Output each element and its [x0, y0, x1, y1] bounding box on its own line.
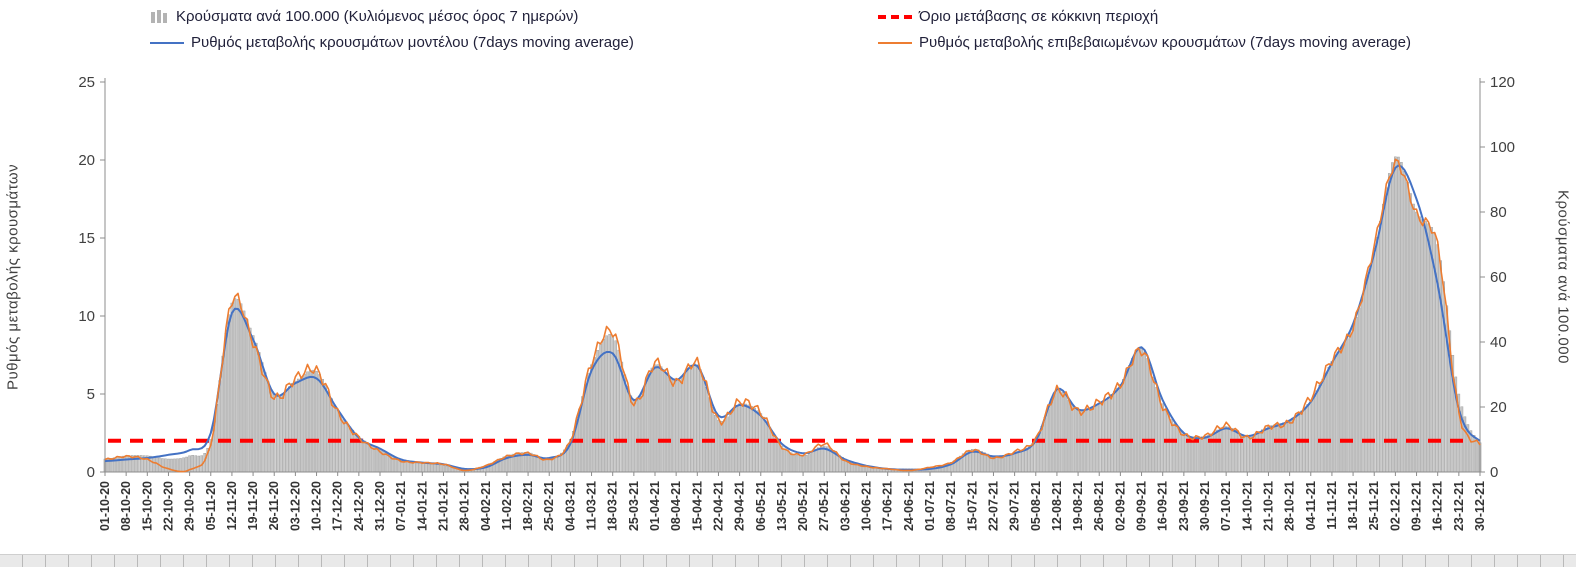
svg-text:0: 0	[1490, 464, 1498, 481]
svg-text:22-10-20: 22-10-20	[161, 481, 175, 531]
svg-text:25-03-21: 25-03-21	[627, 481, 641, 531]
svg-text:29-07-21: 29-07-21	[1008, 481, 1022, 531]
legend-item-cases-bars: Κρούσματα ανά 100.000 (Κυλιόμενος μέσος …	[150, 8, 578, 25]
model-line-icon	[150, 38, 184, 48]
svg-text:13-05-21: 13-05-21	[775, 481, 789, 531]
svg-text:07-01-21: 07-01-21	[394, 481, 408, 531]
svg-text:11-02-21: 11-02-21	[500, 481, 514, 530]
confirmed-line-series	[104, 158, 1481, 473]
left-axis-title: Ρυθμός μεταβολής κρουσμάτων	[4, 163, 22, 391]
svg-text:17-06-21: 17-06-21	[881, 481, 895, 531]
svg-text:17-12-20: 17-12-20	[331, 481, 345, 531]
confirmed-line-icon	[878, 38, 912, 48]
model-line-series	[104, 164, 1481, 471]
svg-text:09-09-21: 09-09-21	[1135, 481, 1149, 531]
svg-text:02-12-21: 02-12-21	[1388, 481, 1402, 531]
svg-text:30-12-21: 30-12-21	[1473, 481, 1487, 531]
svg-text:01-04-21: 01-04-21	[648, 481, 662, 531]
svg-text:20: 20	[1490, 399, 1507, 416]
svg-text:18-11-21: 18-11-21	[1346, 481, 1360, 530]
svg-text:10-12-20: 10-12-20	[310, 481, 324, 531]
svg-text:12-08-21: 12-08-21	[1050, 481, 1064, 531]
svg-text:120: 120	[1490, 74, 1515, 91]
svg-text:80: 80	[1490, 204, 1507, 221]
svg-text:23-09-21: 23-09-21	[1177, 481, 1191, 531]
legend-label-model: Ρυθμός μεταβολής κρουσμάτων μοντέλου (7d…	[191, 34, 634, 51]
svg-text:15: 15	[78, 230, 95, 247]
svg-text:18-02-21: 18-02-21	[521, 481, 535, 531]
svg-text:11-03-21: 11-03-21	[585, 481, 599, 530]
svg-text:16-09-21: 16-09-21	[1156, 481, 1170, 531]
svg-text:15-04-21: 15-04-21	[690, 481, 704, 531]
svg-text:21-10-21: 21-10-21	[1261, 481, 1275, 531]
svg-text:09-12-21: 09-12-21	[1410, 481, 1424, 531]
svg-text:10-06-21: 10-06-21	[860, 481, 874, 531]
svg-text:10: 10	[78, 308, 95, 325]
svg-text:30-09-21: 30-09-21	[1198, 481, 1212, 531]
svg-text:19-08-21: 19-08-21	[1071, 481, 1085, 531]
svg-text:05-08-21: 05-08-21	[1029, 481, 1043, 531]
svg-text:03-06-21: 03-06-21	[838, 481, 852, 531]
svg-text:26-08-21: 26-08-21	[1092, 481, 1106, 531]
sheet-cell-strip	[0, 554, 1576, 567]
svg-text:08-04-21: 08-04-21	[669, 481, 683, 531]
svg-text:06-05-21: 06-05-21	[754, 481, 768, 531]
threshold-dash-icon	[878, 12, 912, 22]
svg-text:40: 40	[1490, 334, 1507, 351]
svg-text:23-12-21: 23-12-21	[1452, 481, 1466, 531]
svg-text:5: 5	[87, 386, 95, 403]
svg-text:15-07-21: 15-07-21	[965, 481, 979, 531]
svg-text:12-11-20: 12-11-20	[225, 481, 239, 530]
svg-text:24-06-21: 24-06-21	[902, 481, 916, 531]
svg-text:100: 100	[1490, 139, 1515, 156]
svg-text:24-12-20: 24-12-20	[352, 481, 366, 531]
svg-text:25-11-21: 25-11-21	[1367, 481, 1381, 530]
svg-text:28-10-21: 28-10-21	[1283, 481, 1297, 531]
legend-item-model: Ρυθμός μεταβολής κρουσμάτων μοντέλου (7d…	[150, 34, 634, 51]
svg-text:04-11-21: 04-11-21	[1304, 481, 1318, 530]
legend-label-confirmed: Ρυθμός μεταβολής επιβεβαιωμένων κρουσμάτ…	[919, 34, 1411, 51]
legend-item-confirmed: Ρυθμός μεταβολής επιβεβαιωμένων κρουσμάτ…	[878, 34, 1411, 51]
svg-text:15-10-20: 15-10-20	[140, 481, 154, 531]
svg-text:01-10-20: 01-10-20	[98, 481, 112, 531]
svg-text:22-07-21: 22-07-21	[986, 481, 1000, 531]
svg-text:22-04-21: 22-04-21	[711, 481, 725, 531]
svg-text:08-07-21: 08-07-21	[944, 481, 958, 531]
svg-text:14-01-21: 14-01-21	[415, 481, 429, 531]
svg-text:19-11-20: 19-11-20	[246, 481, 260, 530]
svg-text:03-12-20: 03-12-20	[288, 481, 302, 531]
legend-item-threshold: Όριο μετάβασης σε κόκκινη περιοχή	[878, 8, 1158, 25]
svg-text:11-11-21: 11-11-21	[1325, 481, 1339, 530]
svg-text:20: 20	[78, 152, 95, 169]
legend-label-threshold: Όριο μετάβασης σε κόκκινη περιοχή	[919, 8, 1159, 25]
svg-text:05-11-20: 05-11-20	[204, 481, 218, 530]
right-axis-title: Κρούσματα ανά 100.000	[1554, 190, 1572, 364]
svg-text:16-12-21: 16-12-21	[1431, 481, 1445, 531]
svg-text:08-10-20: 08-10-20	[119, 481, 133, 531]
svg-text:14-10-21: 14-10-21	[1240, 481, 1254, 531]
svg-text:0: 0	[87, 464, 95, 481]
svg-text:31-12-20: 31-12-20	[373, 481, 387, 531]
combo-chart: 0 5 10 15 20 25 0 20 40 60 80 100 120 01-10-20 08-10-2…	[78, 74, 1515, 531]
svg-text:25: 25	[78, 74, 95, 91]
svg-text:20-05-21: 20-05-21	[796, 481, 810, 531]
svg-text:27-05-21: 27-05-21	[817, 481, 831, 531]
svg-text:07-10-21: 07-10-21	[1219, 481, 1233, 531]
svg-text:01-07-21: 01-07-21	[923, 481, 937, 531]
svg-text:25-02-21: 25-02-21	[542, 481, 556, 531]
svg-text:60: 60	[1490, 269, 1507, 286]
svg-text:21-01-21: 21-01-21	[436, 481, 450, 531]
svg-text:18-03-21: 18-03-21	[606, 481, 620, 531]
svg-text:28-01-21: 28-01-21	[458, 481, 472, 531]
svg-text:29-04-21: 29-04-21	[733, 481, 747, 531]
bars-swatch-icon	[150, 10, 169, 23]
svg-text:04-03-21: 04-03-21	[563, 481, 577, 531]
svg-text:26-11-20: 26-11-20	[267, 481, 281, 530]
svg-text:04-02-21: 04-02-21	[479, 481, 493, 531]
svg-text:29-10-20: 29-10-20	[183, 481, 197, 531]
svg-text:02-09-21: 02-09-21	[1113, 481, 1127, 531]
legend-label-cases-bars: Κρούσματα ανά 100.000 (Κυλιόμενος μέσος …	[176, 8, 579, 25]
chart-legend: Κρούσματα ανά 100.000 (Κυλιόμενος μέσος …	[0, 0, 1576, 60]
